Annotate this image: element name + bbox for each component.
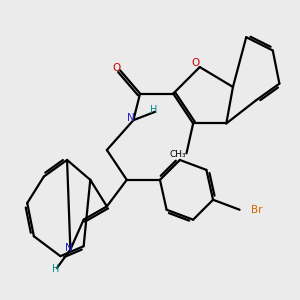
Text: N: N: [127, 113, 135, 124]
Text: H: H: [150, 105, 158, 115]
Text: H: H: [52, 264, 59, 274]
Text: O: O: [113, 63, 121, 73]
Text: O: O: [192, 58, 200, 68]
Text: Br: Br: [251, 205, 263, 215]
Text: CH₃: CH₃: [170, 151, 187, 160]
Text: N: N: [65, 243, 73, 253]
